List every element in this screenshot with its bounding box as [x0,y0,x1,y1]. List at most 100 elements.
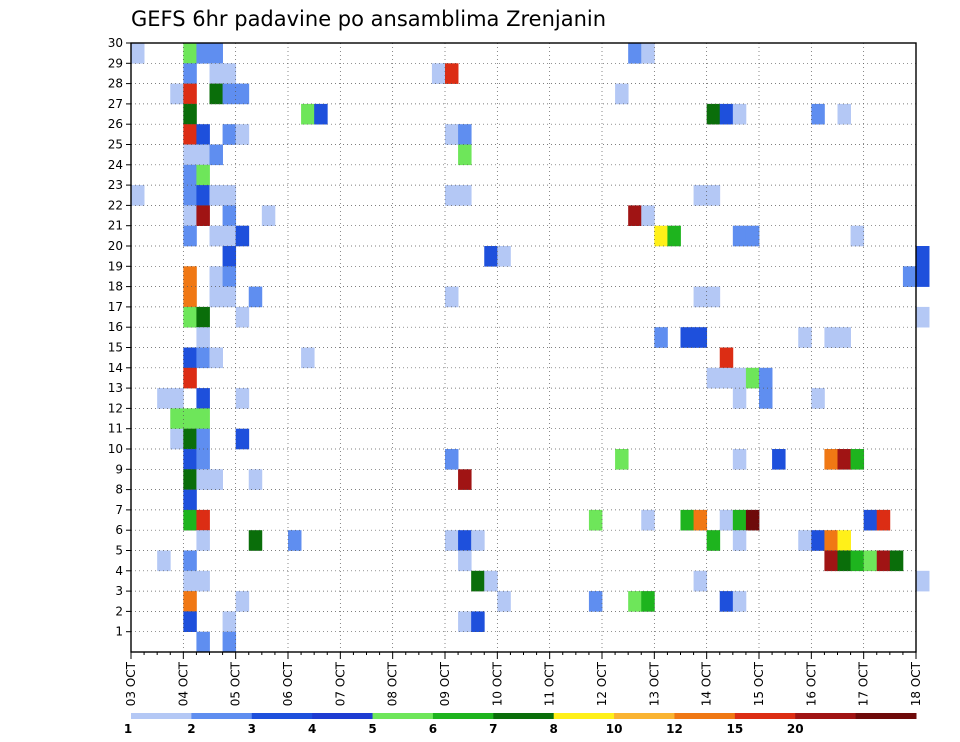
colorbar-label: 1 [124,722,132,736]
precip-cell [824,327,838,348]
precip-cell [183,550,197,572]
precip-cell [183,306,197,328]
precip-cell [248,530,263,551]
colorbar-label: 8 [550,722,558,736]
precip-cell [745,225,760,247]
y-tick-label: 13 [108,381,123,395]
y-tick-label: 15 [108,341,123,355]
precip-cell [235,591,250,612]
precip-cell [732,530,747,551]
precip-cell [916,570,930,592]
precip-cell [314,103,328,125]
precip-cell [131,43,145,64]
y-tick-label: 21 [108,219,123,233]
precip-cell [222,83,237,105]
precip-cell [719,367,734,389]
y-tick-label: 27 [108,97,123,111]
precip-cell [759,367,773,389]
precip-cell [628,205,642,226]
colorbar-swatch [493,713,555,719]
precip-cell [209,286,223,308]
precip-cell [183,570,197,592]
precip-cell [222,286,237,308]
precip-cell [693,327,708,348]
heatmap-cells [131,43,930,653]
precip-cell [183,428,197,450]
precip-cell [732,449,747,470]
y-tick-label: 5 [115,544,123,558]
precip-cell [458,144,472,166]
precip-cell [183,124,197,145]
colorbar-label: 6 [429,722,437,736]
precip-cell [183,591,197,612]
colorbar-swatch [191,713,253,719]
colorbar-label: 2 [187,722,195,736]
precip-cell [706,103,721,125]
precip-cell [222,205,237,226]
precip-cell [445,185,459,206]
precip-cell [222,631,237,653]
precip-cell [837,327,851,348]
y-tick-label: 28 [108,77,123,91]
colorbar: 1 2 3 4 5 6 7 8 10 12 15 20 [124,713,917,736]
precip-cell [445,286,459,308]
precip-cell [772,449,786,470]
x-tick-label: 13 OCT [647,661,661,706]
precip-cell [248,286,263,308]
precip-cell [458,185,472,206]
y-tick-label: 7 [115,503,123,517]
colorbar-label: 10 [606,722,623,736]
y-tick-label: 23 [108,178,123,192]
precip-cell [183,164,197,186]
y-tick-label: 24 [108,158,123,172]
precip-cell [183,185,197,206]
y-tick-label: 14 [108,361,123,375]
precip-cell [850,550,865,572]
precip-cell [196,144,210,166]
precip-cell [301,347,315,369]
precip-cell [157,388,171,409]
precip-cell [131,185,145,206]
y-tick-label: 29 [108,56,123,70]
colorbar-swatch [795,713,857,719]
precip-cell [837,550,851,572]
precip-cell [824,550,838,572]
y-tick-label: 26 [108,117,123,131]
precip-cell [654,225,668,247]
precip-cell [183,449,197,470]
colorbar-label: 3 [248,722,256,736]
precip-cell [301,103,315,125]
precip-cell [837,103,851,125]
precip-cell [196,43,210,64]
precip-cell [431,63,446,84]
x-tick-label: 03 OCT [124,661,138,706]
precip-cell [196,205,210,226]
x-tick-label: 08 OCT [386,661,400,706]
precip-cell [458,469,472,490]
precip-cell [183,367,197,389]
colorbar-swatch [372,713,434,719]
precip-cell [654,327,668,348]
precip-cell [811,530,825,551]
precip-cell [235,428,250,450]
precip-cell [732,509,747,531]
precip-cell [222,225,237,247]
precip-cell [196,306,210,328]
precip-cell [706,530,721,551]
precip-cell [719,509,734,531]
y-tick-label: 9 [115,462,123,476]
x-tick-label: 15 OCT [752,661,766,706]
precip-cell [196,449,210,470]
colorbar-label: 5 [368,722,376,736]
precip-cell [719,591,734,612]
precip-cell [183,225,197,247]
x-tick-label: 18 OCT [909,661,923,706]
precip-cell [484,246,498,267]
precip-cell [183,408,197,429]
precip-cell [863,550,878,572]
x-tick-label: 07 OCT [333,661,347,706]
precip-cell [183,347,197,369]
precip-cell [863,509,878,531]
precip-cell [235,83,250,105]
precip-cell [641,43,655,64]
